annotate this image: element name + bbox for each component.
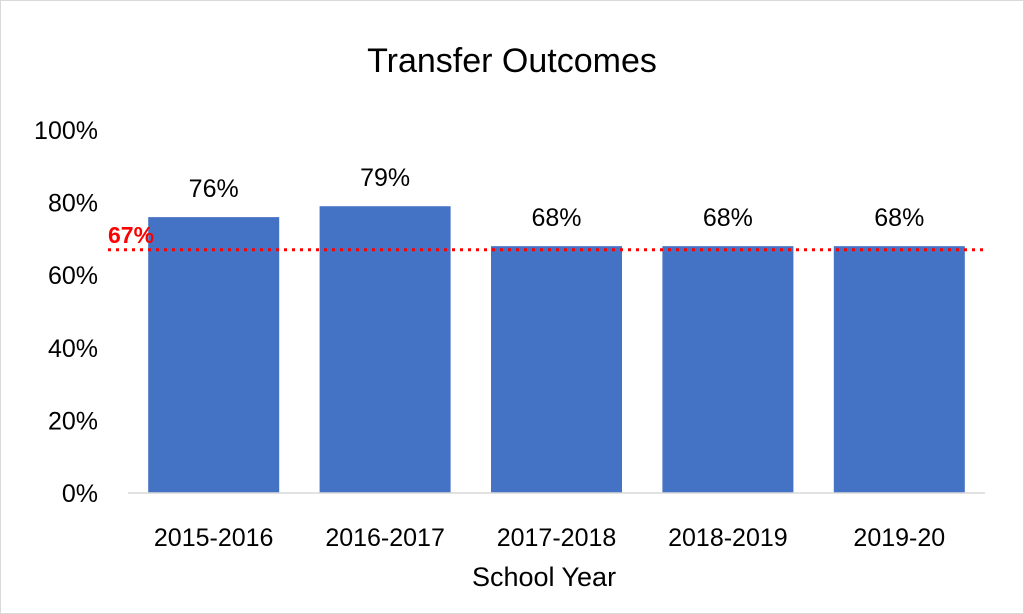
bar-value-label: 68% <box>531 204 581 232</box>
bar <box>148 217 280 493</box>
bar <box>833 246 965 493</box>
y-tick-label: 80% <box>48 190 98 218</box>
x-tick-label: 2016-2017 <box>325 524 445 552</box>
bar-value-label: 68% <box>703 204 753 232</box>
x-tick-label: 2015-2016 <box>154 524 274 552</box>
x-tick-label: 2018-2019 <box>668 524 788 552</box>
bar-value-label: 79% <box>360 164 410 192</box>
bar-value-label: 68% <box>874 204 924 232</box>
x-tick-label: 2017-2018 <box>497 524 617 552</box>
bar <box>319 206 451 494</box>
y-tick-label: 0% <box>62 480 98 508</box>
bar <box>662 246 794 493</box>
bar <box>491 246 622 493</box>
y-axis-ticks: 0% 20% 40% 60% 80% 100% <box>34 117 98 508</box>
bars-group <box>148 206 965 494</box>
chart-title: Transfer Outcomes <box>367 42 657 80</box>
y-tick-label: 20% <box>48 407 98 435</box>
y-tick-label: 100% <box>34 117 98 145</box>
y-tick-label: 40% <box>48 335 98 363</box>
data-labels-group: 76% 79% 68% 68% 68% <box>189 164 925 232</box>
reference-line-label: 67% <box>108 222 154 248</box>
x-axis-title: School Year <box>472 562 616 592</box>
y-tick-label: 60% <box>48 262 98 290</box>
x-axis-ticks: 2015-2016 2016-2017 2017-2018 2018-2019 2019… <box>154 524 945 552</box>
bar-value-label: 76% <box>189 175 239 203</box>
x-tick-label: 2019-20 <box>853 524 945 552</box>
